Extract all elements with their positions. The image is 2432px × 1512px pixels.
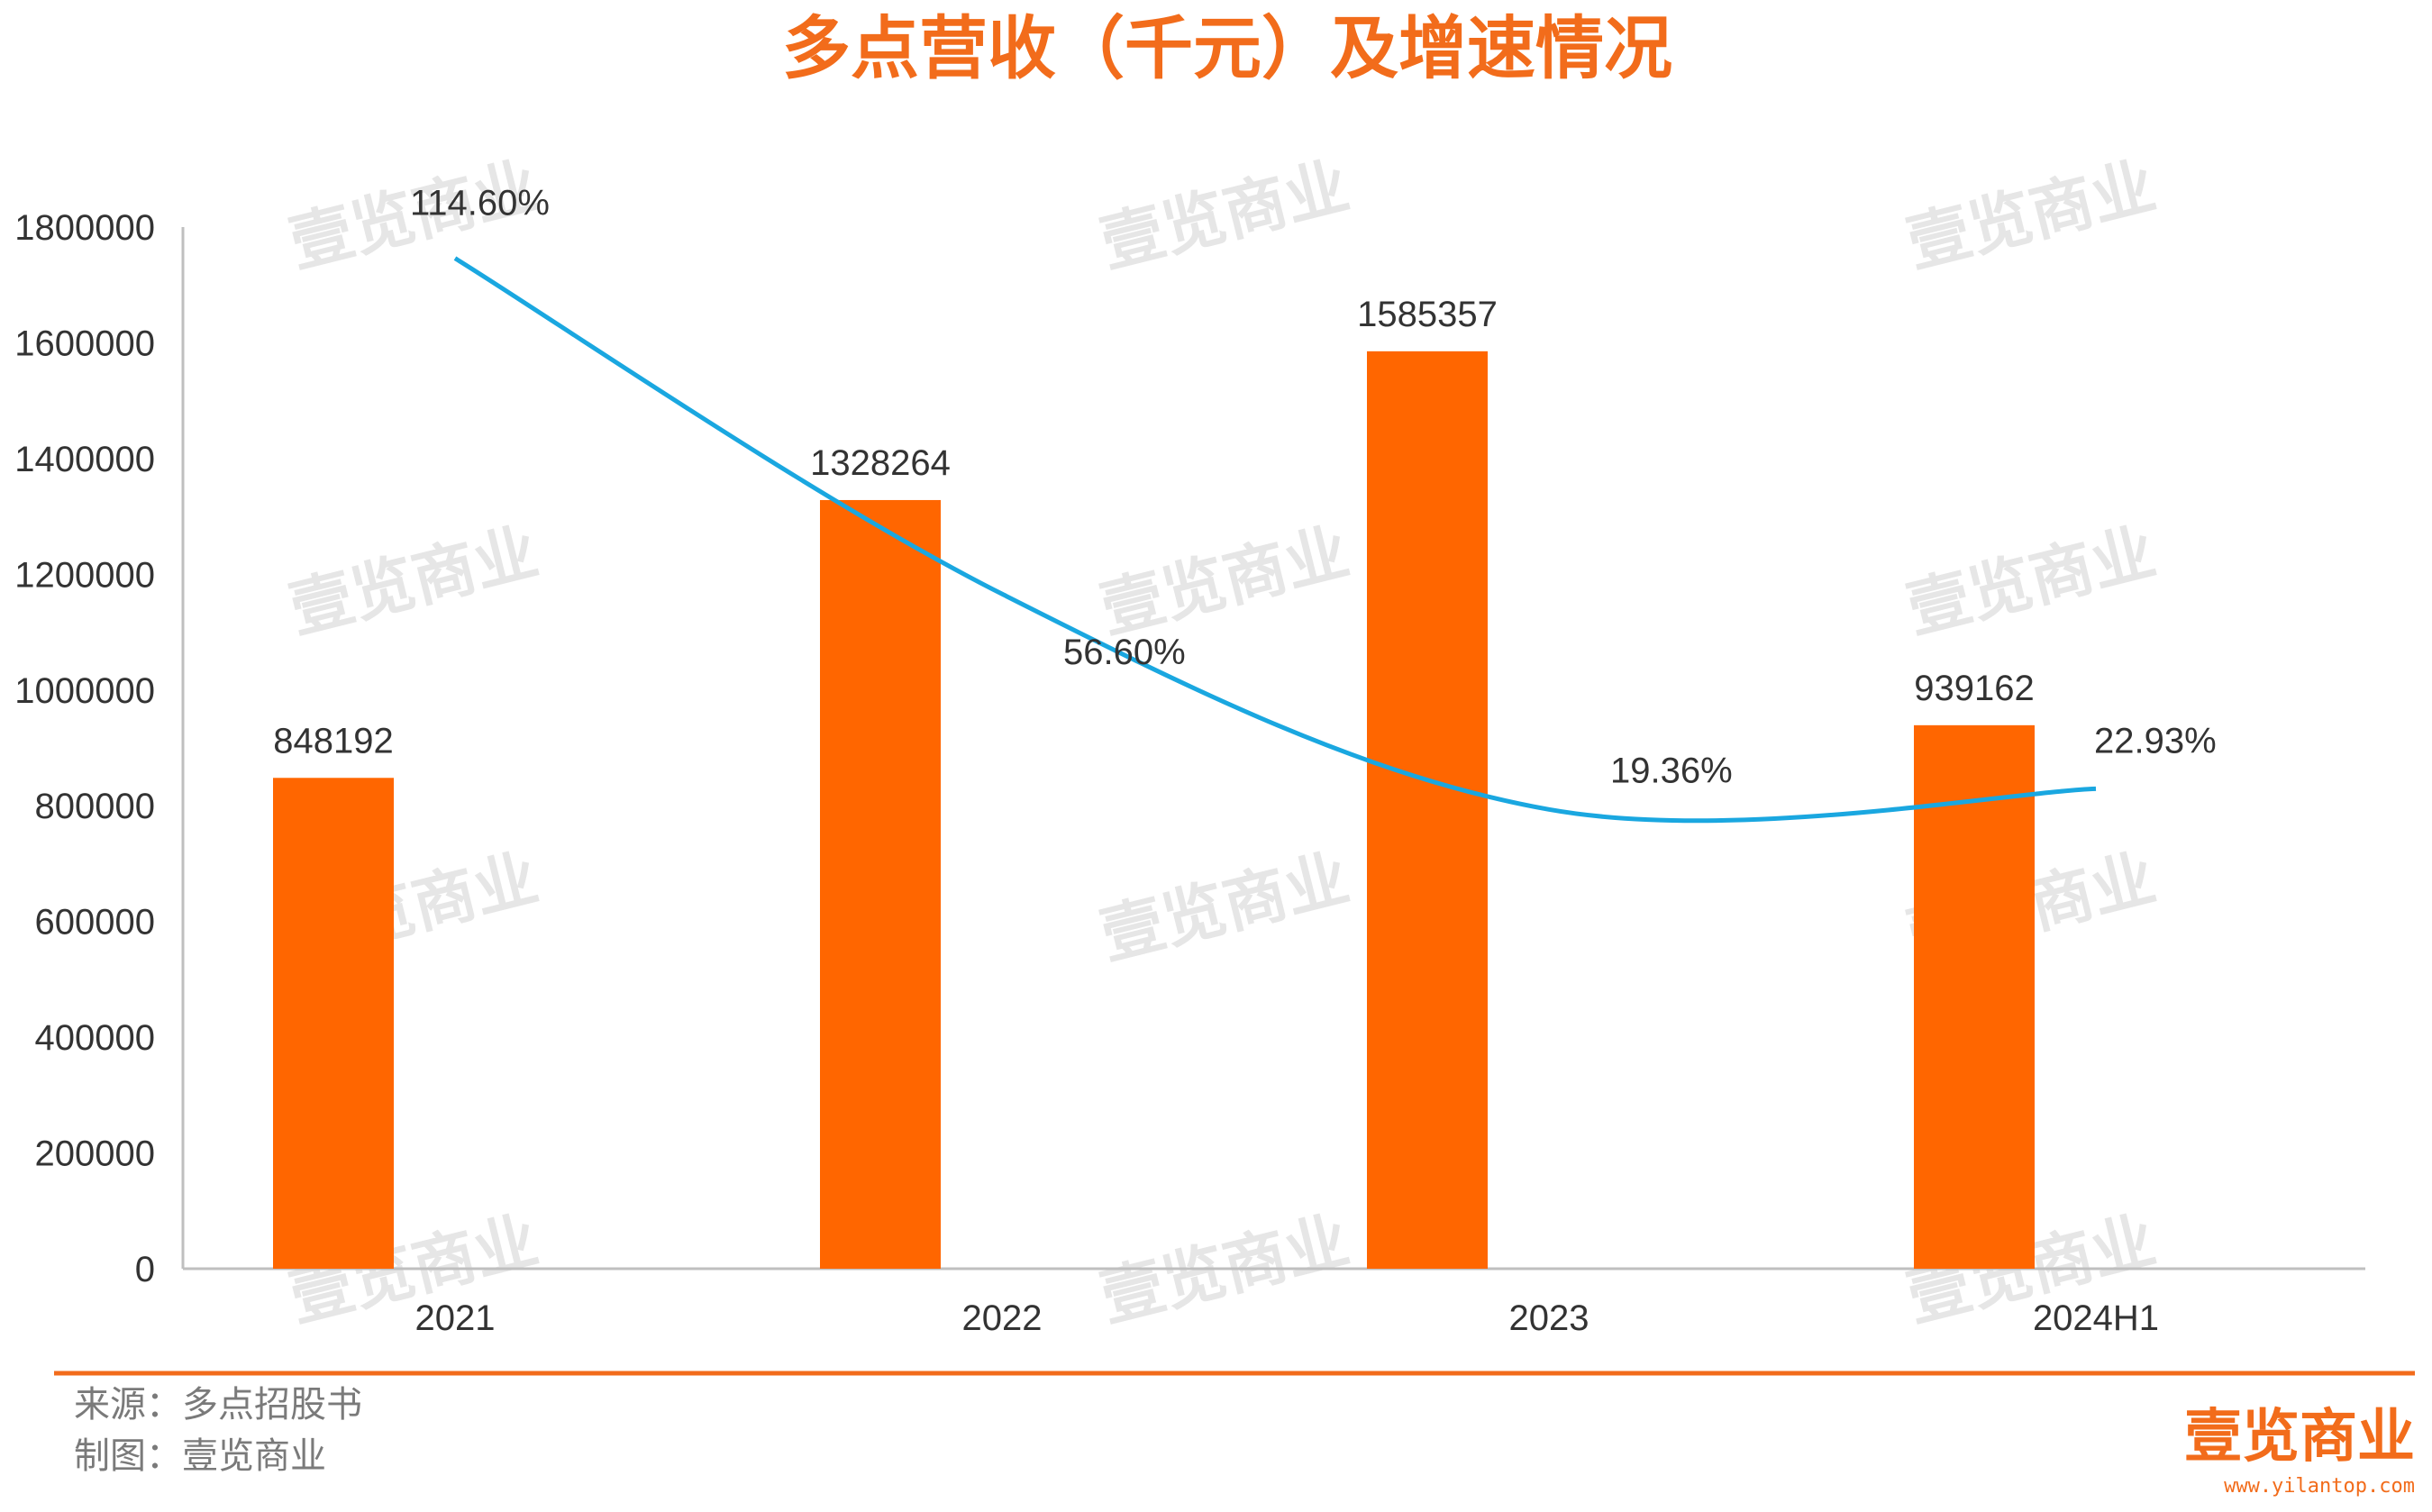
x-tick-label-2024H1: 2024H1: [2033, 1298, 2159, 1338]
bar-2024H1: [1914, 724, 2035, 1269]
growth-line-path: [453, 256, 2097, 824]
watermark-1: 壹览商业: [1093, 149, 1356, 281]
x-tick-label-2021: 2021: [415, 1298, 496, 1338]
brand-logo: 壹览商业 www.yilantop.com: [2184, 1404, 2415, 1498]
bar-value-label-2023: 1585357: [1357, 295, 1498, 334]
bars: [273, 351, 2035, 1269]
x-tick-label-2023: 2023: [1509, 1298, 1589, 1338]
bar-2022: [820, 499, 941, 1269]
footer-source: 来源：多点招股书: [74, 1384, 362, 1425]
growth-value-label-2024H1: 22.93%: [2094, 721, 2217, 761]
logo-name: 壹览商业: [2184, 1404, 2415, 1471]
y-tick-label-4: 800000: [35, 787, 155, 826]
watermark-3: 壹览商业: [282, 515, 545, 647]
growth-value-label-2021: 114.60%: [410, 184, 550, 223]
bar-value-label-2024H1: 939162: [1914, 669, 2034, 708]
watermark-4: 壹览商业: [1093, 515, 1356, 647]
y-tick-label-3: 600000: [35, 903, 155, 943]
y-tick-label-2: 400000: [35, 1018, 155, 1058]
data-labels: 848192 1328264 1585357 939162: [273, 295, 2034, 761]
bar-value-label-2021: 848192: [273, 721, 393, 761]
y-tick-label-0: 0: [135, 1250, 155, 1289]
bar-value-label-2022: 1328264: [810, 443, 951, 483]
bar-2021: [273, 778, 394, 1269]
y-tick-label-7: 1400000: [14, 440, 155, 479]
growth-value-label-2023: 19.36%: [1610, 751, 1733, 790]
y-tick-label-9: 1800000: [14, 208, 155, 248]
bar-2023: [1367, 351, 1488, 1269]
x-tick-label-2022: 2022: [962, 1298, 1043, 1338]
growth-value-label-2022: 56.60%: [1063, 633, 1186, 672]
y-axis-ticks: 0 200000 400000 600000 800000 1000000 1200000 1…: [14, 208, 155, 1289]
footer-made-by: 制图：壹览商业: [74, 1435, 326, 1477]
y-tick-label-1: 200000: [35, 1134, 155, 1174]
x-axis-ticks: 2021 2022 2023 2024H1: [415, 1298, 2160, 1338]
watermark-7: 壹览商业: [1093, 841, 1356, 973]
chart-title: 多点营收（千元）及增速情况: [782, 8, 1672, 88]
growth-line: 114.60% 56.60% 19.36% 22.93%: [410, 184, 2217, 824]
y-tick-label-6: 1200000: [14, 555, 155, 595]
y-tick-label-8: 1600000: [14, 323, 155, 363]
watermark-5: 壹览商业: [1899, 515, 2163, 647]
y-tick-label-5: 1000000: [14, 671, 155, 711]
logo-url: www.yilantop.com: [2224, 1475, 2415, 1498]
watermark-2: 壹览商业: [1899, 149, 2163, 281]
